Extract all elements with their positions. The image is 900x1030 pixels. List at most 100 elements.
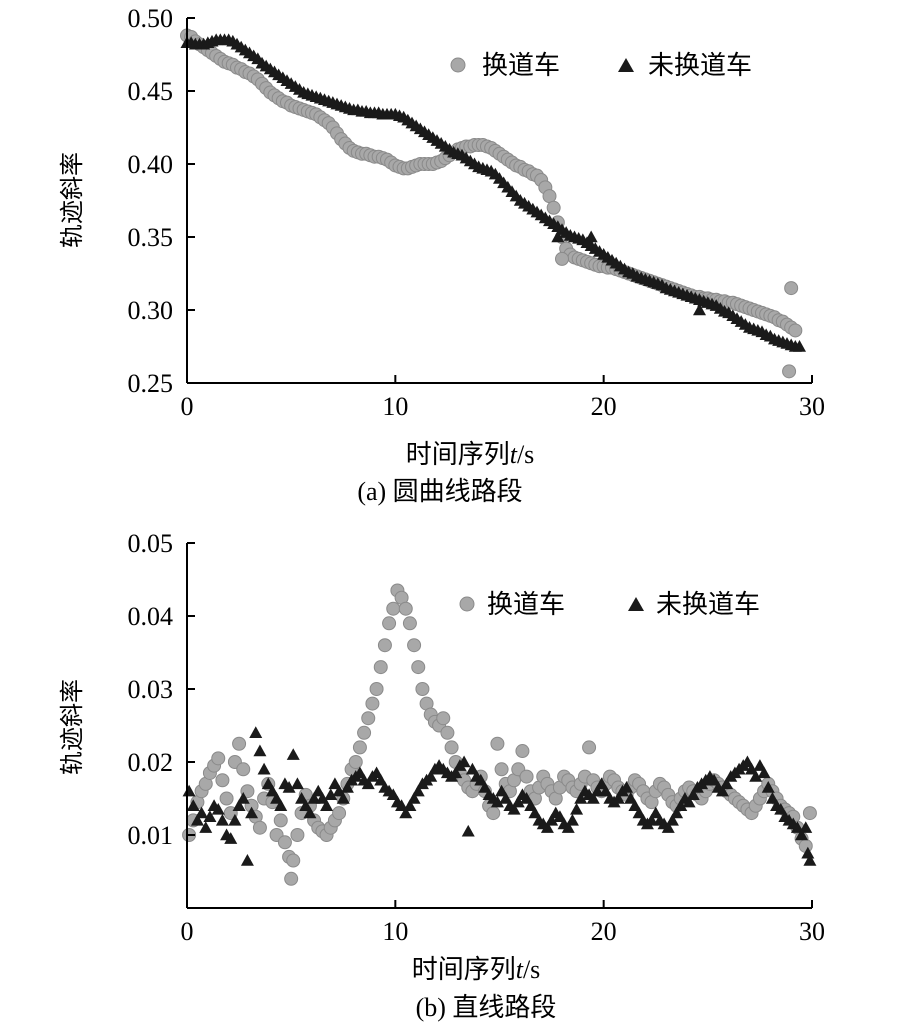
panel-b-point-series-1 xyxy=(490,736,505,751)
panel-b-point-series-1 xyxy=(582,740,597,755)
panel-b-point-series-2 xyxy=(674,799,688,811)
panel-b-point-series-2 xyxy=(261,777,275,790)
panel-b-point-series-2 xyxy=(465,762,479,775)
panel-b-point-series-1 xyxy=(361,711,376,726)
panel-b-axes: 0.01 0.02 0.03 0.04 0.05 0 10 20 30 xyxy=(128,529,826,946)
panel-b-point-series-2 xyxy=(232,799,246,811)
panel-a-data-marks xyxy=(180,28,806,379)
panel-a-legend: 换道车 未换道车 xyxy=(450,51,752,80)
panel-b-point-series-1 xyxy=(286,853,301,868)
panel-b-point-series-2 xyxy=(599,784,613,797)
panel-b-legend: 换道车 未换道车 xyxy=(459,590,760,619)
panel-b-point-series-2 xyxy=(286,748,300,760)
panel-b-point-series-2 xyxy=(270,792,284,804)
panel-b-point-series-2 xyxy=(520,792,534,804)
panel-b-legend-marker-changing xyxy=(459,596,475,612)
panel-a-y-tick-label: 0.40 xyxy=(128,150,174,179)
panel-b-point-series-2 xyxy=(245,806,259,819)
panel-b-point-series-2 xyxy=(253,744,267,757)
panel-b-point-series-2 xyxy=(611,792,625,804)
panel-b-point-series-2 xyxy=(295,792,309,804)
panel-b-point-series-1 xyxy=(352,740,367,755)
panel-b-point-series-1 xyxy=(232,736,247,751)
panel-b-point-series-2 xyxy=(395,799,409,811)
panel-b-point-series-2 xyxy=(528,806,542,819)
panel-b-point-series-2 xyxy=(553,810,567,822)
panel-b-point-series-2 xyxy=(670,806,684,819)
panel-b-point-series-2 xyxy=(628,799,642,811)
panel-b-point-series-2 xyxy=(320,799,334,811)
panel-b-point-series-1 xyxy=(369,682,384,696)
panel-b-point-series-2 xyxy=(203,810,217,822)
panel-b-point-series-2 xyxy=(411,784,425,797)
panel-b-point-series-2 xyxy=(274,799,288,811)
panel-b-point-series-2 xyxy=(749,770,763,782)
panel-a-x-tick-label: 20 xyxy=(591,392,617,421)
panel-a-y-axis-label: 轨迹斜率 xyxy=(59,152,86,248)
panel-b-y-tick-label: 0.02 xyxy=(128,748,174,777)
panel-b-point-series-1 xyxy=(373,660,388,675)
panel-b-point-series-2 xyxy=(407,792,421,804)
panel-b-y-tick-label: 0.01 xyxy=(128,821,174,850)
panel-b-point-series-2 xyxy=(801,846,815,859)
panel-b-point-series-1 xyxy=(365,696,380,711)
panel-a-legend-marker-nonchanging xyxy=(618,58,634,72)
panel-b-point-series-2 xyxy=(224,832,238,844)
panel-b-point-series-2 xyxy=(745,762,759,775)
panel-b-point-series-2 xyxy=(765,792,779,804)
panel-b-point-series-2 xyxy=(586,792,600,804)
panel-b-point-series-2 xyxy=(403,799,417,811)
panel-a-legend-label-nonchanging: 未换道车 xyxy=(648,51,752,80)
panel-b-point-series-2 xyxy=(340,781,354,793)
panel-b-point-series-2 xyxy=(511,795,525,808)
panel-b-point-series-2 xyxy=(449,766,463,779)
panel-b-point-series-2 xyxy=(507,802,521,815)
panel-a-point-series-1 xyxy=(782,364,797,379)
panel-a-point-series-2 xyxy=(793,340,806,352)
panel-b-point-series-2 xyxy=(570,802,584,815)
panel-b-point-series-2 xyxy=(211,802,225,815)
panel-b-point-series-1 xyxy=(519,769,534,784)
panel-b-point-series-2 xyxy=(303,806,317,819)
panel-b-point-series-1 xyxy=(277,835,292,850)
panel-b-point-series-1 xyxy=(415,682,430,696)
panel-b-point-series-1 xyxy=(284,871,299,886)
panel-b-x-axis-label-unit: /s xyxy=(523,955,540,984)
panel-b-point-series-2 xyxy=(790,821,804,833)
panel-b-point-series-2 xyxy=(757,766,771,779)
panel-a-caption: (a) 圆曲线路段 xyxy=(357,477,522,506)
panel-b-caption: (b) 直线路段 xyxy=(416,993,557,1022)
panel-b-point-series-2 xyxy=(311,784,325,797)
panel-b-point-series-2 xyxy=(474,773,488,786)
panel-b-point-series-2 xyxy=(299,799,313,811)
panel-b-point-series-1 xyxy=(290,828,305,842)
panel-b-point-series-2 xyxy=(282,781,296,793)
panel-b-point-series-2 xyxy=(645,813,659,826)
panel-b-point-series-2 xyxy=(595,777,609,790)
panel-b-point-series-2 xyxy=(540,821,554,833)
panel-b-point-series-2 xyxy=(182,784,196,797)
panel-b-point-series-1 xyxy=(407,638,422,653)
panel-b-point-series-2 xyxy=(561,821,575,833)
panel-a-y-tick-label: 0.25 xyxy=(128,369,174,398)
panel-a-y-tick-label: 0.35 xyxy=(128,223,174,252)
panel-b-point-series-2 xyxy=(707,773,721,786)
panel-b-point-series-2 xyxy=(186,799,200,811)
panel-a-x-tick-label: 10 xyxy=(382,392,408,421)
panel-b-point-series-1 xyxy=(219,791,234,806)
panel-b-point-series-2 xyxy=(753,759,767,771)
panel-b-point-series-2 xyxy=(328,777,342,790)
panel-b-point-series-2 xyxy=(199,821,213,833)
panel-b-x-tick-label: 30 xyxy=(799,917,825,946)
panel-b-point-series-2 xyxy=(386,788,400,801)
panel-a-y-tick-label: 0.50 xyxy=(128,4,174,33)
panel-b-point-series-2 xyxy=(524,799,538,811)
panel-a-x-axis-label-main: 时间序列 xyxy=(406,440,510,469)
panel-b-y-tick-label: 0.03 xyxy=(128,675,174,704)
panel-b-point-series-1 xyxy=(382,616,397,631)
panel-b-point-series-2 xyxy=(249,726,263,738)
panel-a-point-series-2 xyxy=(693,303,706,316)
panel-b-point-series-2 xyxy=(661,821,675,833)
panel-b-point-series-2 xyxy=(565,813,579,826)
panel-b-x-axis-label: 时间序列t/s xyxy=(412,955,541,984)
